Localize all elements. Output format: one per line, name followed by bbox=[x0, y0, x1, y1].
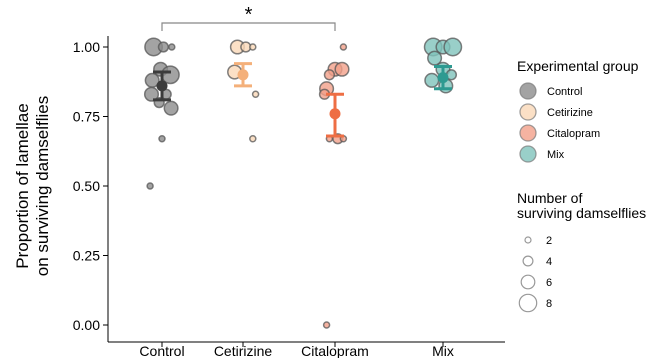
x-tick-label-control: Control bbox=[139, 343, 184, 358]
size-legend-circle bbox=[522, 255, 534, 267]
data-points bbox=[143, 37, 463, 329]
y-axis-label-group: Proportion of lamellaeon surviving damse… bbox=[13, 96, 52, 276]
size-legend-title-line: Number of bbox=[517, 190, 582, 206]
mean-point-cetirizine bbox=[237, 69, 249, 81]
axes: 0.00 0.25 0.50 0.75 1.00 bbox=[73, 36, 505, 347]
legend-group: Experimental group Control Cetirizine Cital… bbox=[517, 58, 639, 163]
legend-title: Experimental group bbox=[517, 58, 639, 74]
legend-swatch-mix bbox=[519, 145, 537, 163]
data-point-mix bbox=[443, 37, 463, 57]
x-tick-label-mix: Mix bbox=[432, 343, 454, 358]
y-tick-label: 0.50 bbox=[73, 178, 100, 194]
data-point-mix bbox=[427, 50, 443, 66]
data-point-control bbox=[158, 134, 166, 143]
y-axis-label-line: on surviving damselflies bbox=[33, 96, 52, 276]
data-point-cetirizine bbox=[251, 90, 260, 99]
mean-point-mix bbox=[437, 72, 449, 84]
significance-star: * bbox=[245, 4, 253, 26]
summary-group bbox=[153, 62, 452, 138]
legend-swatch-control bbox=[519, 82, 537, 100]
legend-label-citalopram: Citalopram bbox=[547, 128, 600, 140]
significance-bracket bbox=[161, 22, 336, 31]
y-tick-label: 0.00 bbox=[73, 317, 100, 333]
y-axis-label-line: Proportion of lamellae bbox=[13, 103, 32, 268]
size-legend-title: Number of surviving damselflies bbox=[517, 190, 646, 221]
x-tick-labels: Control Cetirizine Citalopram Mix bbox=[139, 343, 453, 358]
y-tick-label: 0.25 bbox=[73, 248, 100, 264]
size-legend-label: 4 bbox=[546, 256, 552, 268]
size-legend-circle bbox=[524, 236, 532, 244]
data-point-control bbox=[163, 100, 179, 116]
data-point-mix bbox=[424, 72, 440, 88]
data-point-citalopram bbox=[322, 321, 331, 329]
y-axis-label: Proportion of lamellaeon surviving damse… bbox=[13, 96, 52, 276]
legend-swatch-cetirizine bbox=[519, 103, 537, 121]
data-point-control bbox=[168, 43, 176, 51]
size-legend-circle bbox=[518, 293, 538, 313]
legend-label-control: Control bbox=[547, 86, 582, 98]
size-legend-label: 2 bbox=[546, 235, 552, 247]
size-legend-circle bbox=[520, 274, 536, 290]
data-point-citalopram bbox=[334, 61, 350, 77]
x-tick-label-citalopram: Citalopram bbox=[301, 343, 369, 358]
size-legend-label: 8 bbox=[546, 298, 552, 310]
data-point-citalopram bbox=[323, 69, 336, 81]
legend-label-mix: Mix bbox=[547, 149, 565, 161]
y-tick-label: 0.75 bbox=[73, 109, 100, 125]
data-point-control bbox=[146, 182, 154, 190]
data-point-control bbox=[143, 86, 160, 102]
size-legend-label: 6 bbox=[546, 277, 552, 289]
data-point-citalopram bbox=[339, 43, 348, 51]
legend-label-cetirizine: Cetirizine bbox=[547, 107, 593, 119]
data-point-cetirizine bbox=[249, 43, 257, 51]
size-legend-group: Number of surviving damselflies 2 4 6 8 bbox=[517, 190, 646, 313]
y-tick-label: 1.00 bbox=[73, 39, 100, 55]
mean-point-citalopram bbox=[329, 108, 341, 120]
data-point-cetirizine bbox=[249, 134, 257, 143]
legend-swatch-citalopram bbox=[519, 124, 537, 142]
x-tick-label-cetirizine: Cetirizine bbox=[214, 343, 273, 358]
data-point-control bbox=[160, 65, 180, 85]
size-legend-title-line: surviving damselflies bbox=[517, 205, 646, 221]
data-point-control bbox=[157, 41, 170, 53]
mean-point-control bbox=[156, 80, 168, 92]
significance-group: * bbox=[161, 4, 336, 31]
